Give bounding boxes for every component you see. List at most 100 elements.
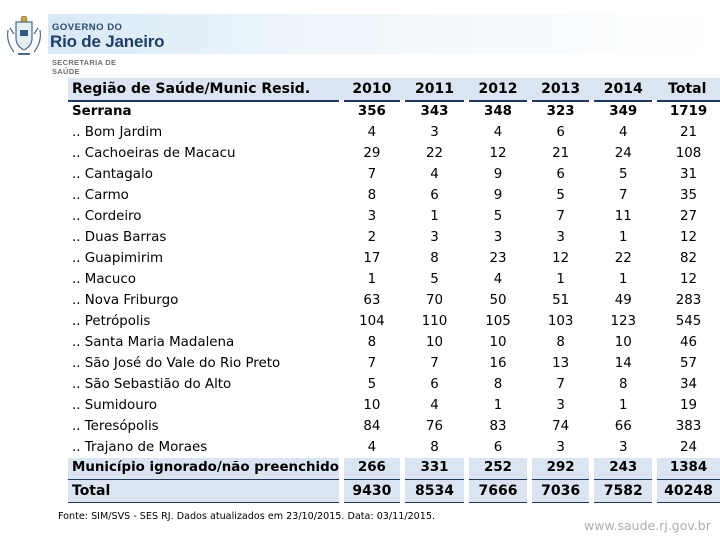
header: GOVERNO DO Rio de Janeiro SECRETARIA DE … [0,0,720,76]
row-value: 7 [526,206,592,227]
column-header-2013: 2013 [529,78,592,102]
row-value: 10 [464,332,530,353]
column-header-2014: 2014 [591,78,655,102]
row-value: 27 [652,206,720,227]
table-row: .. Bom Jardim 4 3 4 6 4 21 [68,122,720,143]
row-value: 7666 [464,478,530,503]
table-row: .. Cachoeiras de Macacu 29 22 12 21 24 108 [68,143,720,164]
row-value: 1 [589,227,655,248]
row-name: .. Sumidouro [72,397,158,413]
row-value: 7582 [589,478,655,503]
row-value: 6 [464,437,530,458]
row-value: 9 [464,185,530,206]
secretaria-label: SECRETARIA DE SAÚDE [52,58,116,76]
row-value: 24 [589,143,655,164]
gov-big-title: Rio de Janeiro [50,32,165,51]
row-value: 34 [652,374,720,395]
row-value: 16 [464,353,530,374]
row-value: 103 [526,311,592,332]
row-value: 3 [399,227,467,248]
row-value: 29 [338,143,403,164]
row-value: 70 [399,290,467,311]
row-value: 1 [464,395,530,416]
row-value: 7 [338,353,403,374]
row-value: 383 [652,416,720,437]
row-value: 10 [589,332,655,353]
table-row: .. Sumidouro 10 4 1 3 1 19 [68,395,720,416]
row-value: 12 [464,143,530,164]
row-value: 6 [399,374,467,395]
row-value: 12 [526,248,592,269]
row-value: 1384 [652,458,720,479]
row-value: 348 [464,101,530,122]
row-value: 10 [399,332,467,353]
row-value: 4 [464,122,530,143]
row-name: .. Bom Jardim [72,124,163,140]
row-value: 74 [526,416,592,437]
row-value: 13 [526,353,592,374]
row-value: 283 [652,290,720,311]
column-header-2010: 2010 [341,78,403,102]
gov-small-title: GOVERNO DO [52,22,123,33]
row-value: 49 [589,290,655,311]
row-value: 5 [464,206,530,227]
row-value: 8 [399,437,467,458]
row-value: 7 [338,164,403,185]
column-header-region: Região de Saúde/Munic Resid. [68,78,342,102]
row-name: .. Petrópolis [72,313,151,329]
row-value: 21 [652,122,720,143]
row-value: 7 [526,374,592,395]
table-row: .. Santa Maria Madalena 8 10 10 8 10 46 [68,332,720,353]
row-value: 3 [399,122,467,143]
row-value: 3 [526,227,592,248]
row-value: 17 [338,248,403,269]
row-value: 1 [338,269,403,290]
row-name: .. Teresópolis [72,418,159,434]
row-value: 4 [589,122,655,143]
row-name: .. Carmo [72,187,129,203]
row-value: 4 [399,164,467,185]
row-value: 1 [399,206,467,227]
column-header-2012: 2012 [466,78,530,102]
row-value: 5 [399,269,467,290]
row-value: 8 [399,248,467,269]
ignorado-row: Município ignorado/não preenchido 266 331 2… [68,458,720,479]
row-name: .. Nova Friburgo [72,292,179,308]
row-name: .. Cachoeiras de Macacu [72,145,236,161]
row-name: .. Duas Barras [72,229,167,245]
row-name: .. Macuco [72,271,136,287]
row-value: 4 [338,122,403,143]
table-row: .. Petrópolis 104 110 105 103 123 545 [68,311,720,332]
row-value: 22 [589,248,655,269]
row-value: 83 [464,416,530,437]
row-name: .. Santa Maria Madalena [72,334,235,350]
row-value: 3 [526,395,592,416]
row-value: 349 [589,101,655,122]
row-value: 331 [399,458,467,479]
row-value: 9 [464,164,530,185]
table-row: .. Teresópolis 84 76 83 74 66 383 [68,416,720,437]
row-value: 12 [652,269,720,290]
row-value: 9430 [338,478,403,503]
row-value: 35 [652,185,720,206]
row-name: Total [68,478,342,503]
table-row: .. Carmo 8 6 9 5 7 35 [68,185,720,206]
total-row: Total 9430 8534 7666 7036 7582 40248 [68,478,720,503]
row-value: 6 [399,185,467,206]
table-row: .. São Sebastião do Alto 5 6 8 7 8 34 [68,374,720,395]
row-value: 51 [526,290,592,311]
row-value: 104 [338,311,403,332]
header-stripe [48,14,720,54]
row-value: 3 [589,437,655,458]
row-value: 323 [526,101,592,122]
column-header-2011: 2011 [402,78,467,102]
row-value: 7 [589,185,655,206]
row-value: 356 [338,101,403,122]
table-row: Serrana 356 343 348 323 349 1719 [68,101,720,122]
row-value: 252 [464,458,530,479]
row-value: 110 [399,311,467,332]
row-value: 8534 [399,478,467,503]
row-value: 50 [464,290,530,311]
secretaria-line-1: SECRETARIA DE [52,58,117,67]
table-header-row: Região de Saúde/Munic Resid. 2010 2011 2012… [68,78,720,102]
